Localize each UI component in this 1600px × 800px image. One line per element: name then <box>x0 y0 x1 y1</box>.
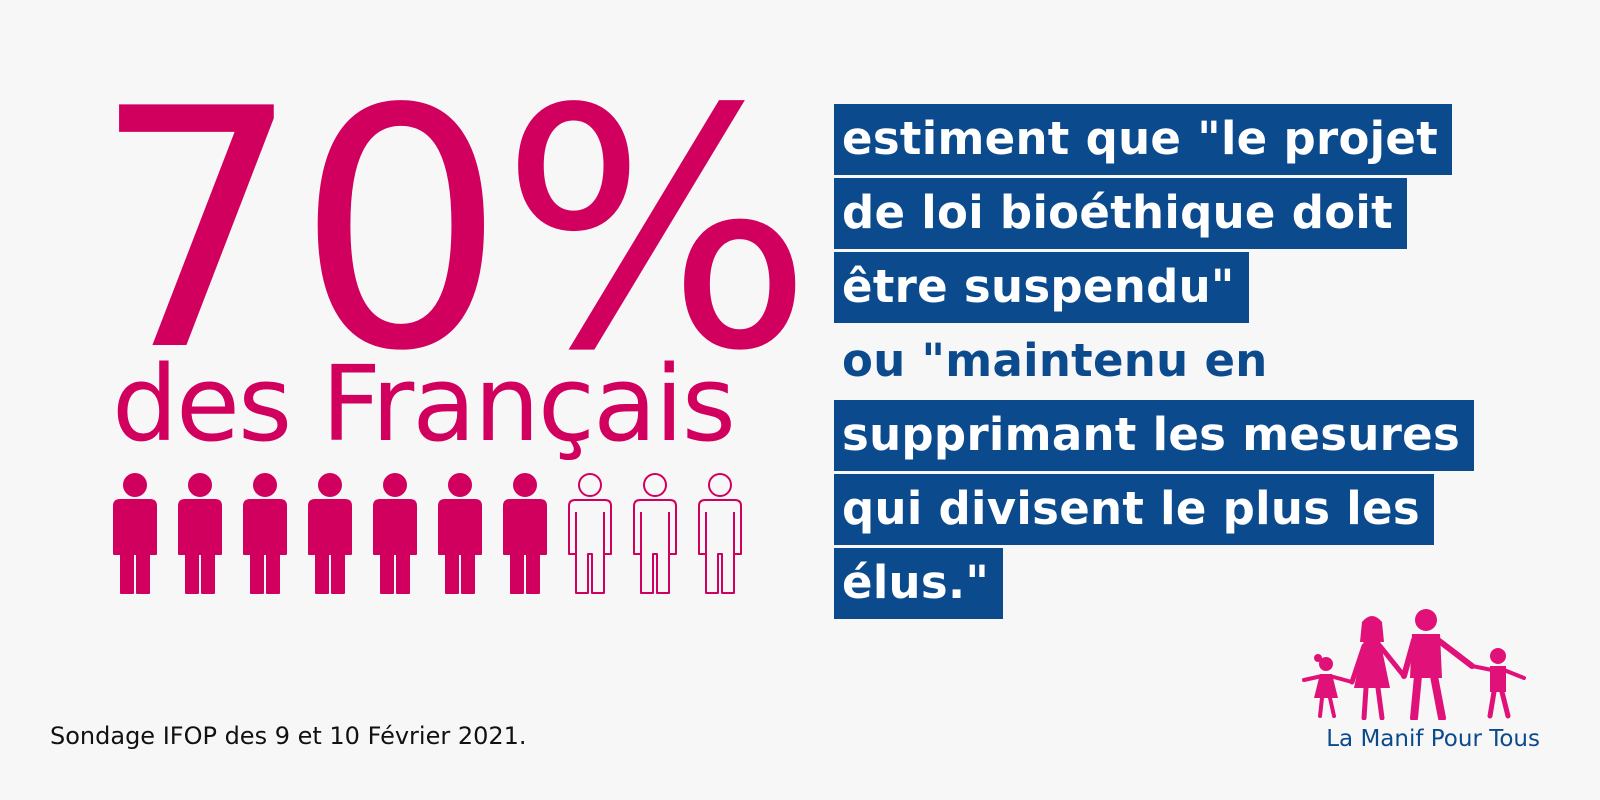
person-filled-icon <box>500 472 550 596</box>
person-filled-icon <box>240 472 290 596</box>
person-outline-icon <box>695 472 745 596</box>
logo-name: La Manif Pour Tous <box>1326 726 1540 752</box>
family-logo-icon <box>1300 608 1540 724</box>
quote-block: estiment que "le projet de loi bioéthiqu… <box>834 102 1534 620</box>
quote-line: être suspendu" <box>834 250 1534 324</box>
source-note: Sondage IFOP des 9 et 10 Février 2021. <box>50 722 527 750</box>
headline-percent: 70% <box>92 39 813 423</box>
quote-line: de loi bioéthique doit <box>834 176 1534 250</box>
quote-line-text: élus." <box>834 547 1004 619</box>
quote-line-text: ou "maintenu en <box>842 333 1268 387</box>
people-pictogram <box>110 472 745 596</box>
quote-line: supprimant les mesures <box>834 398 1534 472</box>
person-outline-icon <box>630 472 680 596</box>
person-filled-icon <box>435 472 485 596</box>
quote-line-text: supprimant les mesures <box>834 399 1475 471</box>
person-filled-icon <box>305 472 355 596</box>
quote-line-text: qui divisent le plus les <box>834 473 1434 545</box>
headline-subtitle: des Français <box>112 343 736 465</box>
quote-line: élus." <box>834 546 1534 620</box>
person-outline-icon <box>565 472 615 596</box>
person-filled-icon <box>110 472 160 596</box>
quote-line-text: de loi bioéthique doit <box>834 177 1407 249</box>
quote-line-text: être suspendu" <box>834 251 1249 323</box>
quote-line: estiment que "le projet <box>834 102 1534 176</box>
quote-line: qui divisent le plus les <box>834 472 1534 546</box>
quote-line: ou "maintenu en <box>834 324 1534 398</box>
family-icon <box>1302 609 1526 722</box>
quote-line-text: estiment que "le projet <box>834 103 1453 175</box>
person-filled-icon <box>370 472 420 596</box>
person-filled-icon <box>175 472 225 596</box>
